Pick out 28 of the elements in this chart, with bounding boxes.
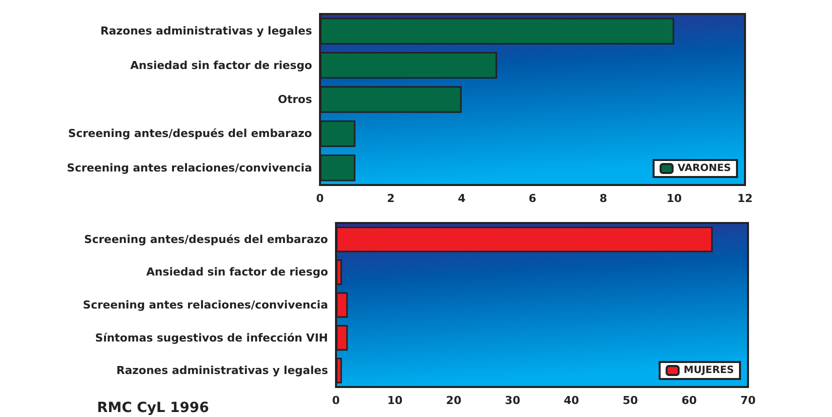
- x-tick-label: 30: [504, 394, 521, 407]
- y-tick-label: Otros: [278, 93, 312, 106]
- x-tick-label: 10: [666, 192, 682, 205]
- x-tick-label: 6: [528, 192, 537, 205]
- legend-label: MUJERES: [684, 365, 734, 376]
- y-tick-label: Screening antes/después del embarazo: [84, 232, 328, 246]
- x-tick-label: 60: [681, 394, 698, 407]
- y-tick-label: Ansiedad sin factor de riesgo: [146, 266, 328, 279]
- x-tick-label: 4: [458, 192, 466, 205]
- y-tick-label: Síntomas sugestivos de infección VIH: [95, 331, 328, 344]
- y-tick-label: Screening antes relaciones/convivencia: [82, 298, 328, 312]
- y-tick-label: Razones administrativas y legales: [116, 364, 328, 378]
- legend-label: VARONES: [678, 163, 732, 174]
- y-tick-label: Razones administrativas y legales: [100, 24, 312, 38]
- x-tick-label: 10: [387, 394, 403, 407]
- x-tick-label: 50: [622, 394, 638, 407]
- x-tick-label: 0: [316, 192, 324, 205]
- text: RMC CyL 1996: [97, 400, 210, 416]
- x-tick-label: 70: [740, 394, 756, 407]
- y-tick-label: Screening antes/después del embarazo: [68, 127, 312, 140]
- x-tick-label: 12: [737, 192, 753, 205]
- x-tick-label: 20: [446, 394, 462, 407]
- y-tick-label: Ansiedad sin factor de riesgo: [130, 58, 312, 72]
- x-tick-label: 40: [564, 394, 580, 407]
- x-tick-label: 8: [600, 192, 608, 205]
- y-tick-label: Screening antes relaciones/convivencia: [66, 161, 312, 174]
- x-tick-label: 2: [387, 192, 395, 205]
- x-tick-label: 0: [332, 394, 340, 407]
